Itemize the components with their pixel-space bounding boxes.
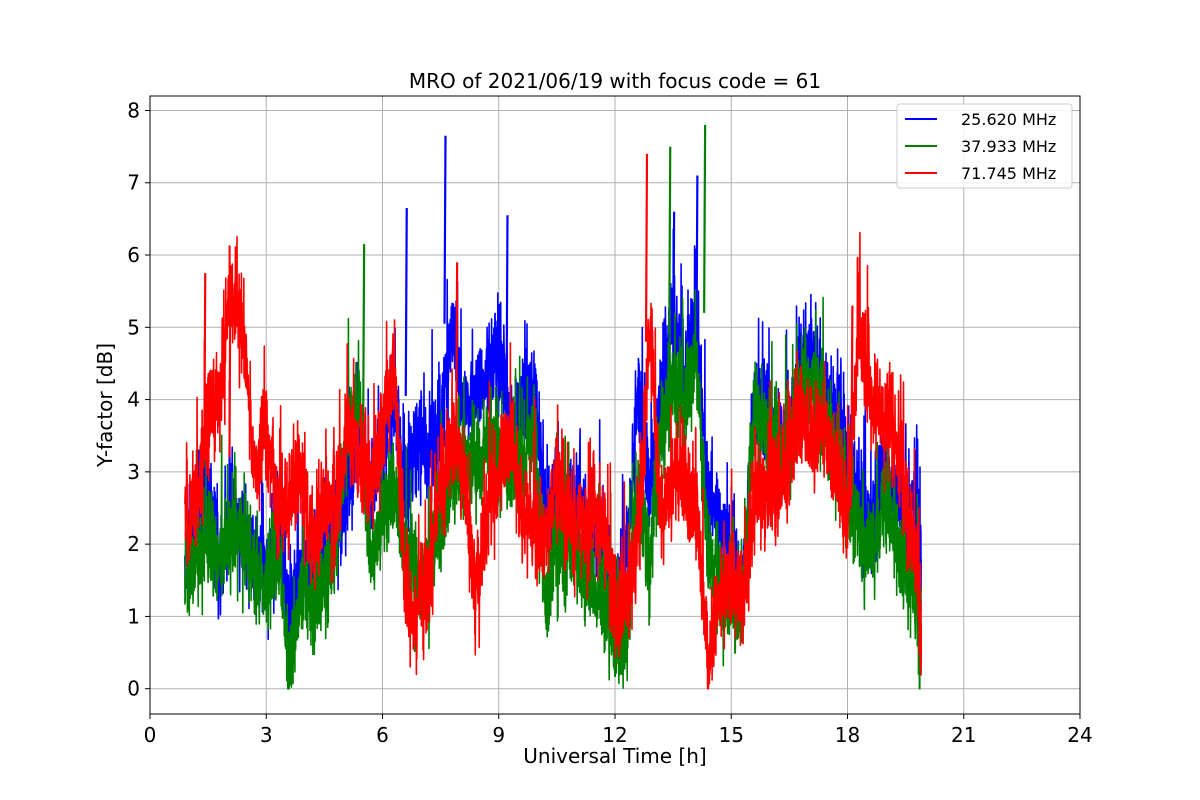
series-peak bbox=[644, 153, 649, 342]
x-tick-label: 24 bbox=[1067, 723, 1092, 747]
series-peak bbox=[203, 273, 207, 462]
series-group bbox=[184, 124, 922, 690]
y-tick-label: 8 bbox=[127, 98, 140, 122]
x-ticks: 0 3 6 9 12 15 18 21 24 bbox=[144, 714, 1093, 747]
series-peak bbox=[362, 244, 366, 433]
series-peak bbox=[850, 305, 854, 494]
series-peak bbox=[695, 175, 699, 364]
series-peak bbox=[228, 269, 232, 458]
legend-label: 37.933 MHz bbox=[961, 137, 1056, 156]
y-tick-label: 2 bbox=[127, 532, 140, 556]
legend-box bbox=[896, 103, 1073, 189]
y-tick-label: 5 bbox=[127, 315, 140, 339]
series-peak bbox=[404, 208, 408, 396]
x-tick-label: 18 bbox=[835, 723, 860, 747]
x-tick-label: 15 bbox=[719, 723, 744, 747]
y-axis-label: Y-factor [dB] bbox=[93, 343, 117, 468]
y-tick-label: 1 bbox=[127, 604, 140, 628]
series-line bbox=[184, 231, 922, 690]
x-tick-label: 21 bbox=[951, 723, 976, 747]
x-tick-label: 6 bbox=[376, 723, 389, 747]
series-peak bbox=[455, 262, 459, 451]
legend-label: 71.745 MHz bbox=[961, 164, 1056, 183]
y-tick-label: 3 bbox=[127, 460, 140, 484]
y-ticks: 0 1 2 3 4 5 6 7 8 bbox=[127, 98, 150, 701]
series-peak bbox=[443, 135, 447, 324]
series-peak bbox=[668, 146, 672, 335]
x-tick-label: 3 bbox=[260, 723, 273, 747]
series-peak bbox=[703, 124, 707, 313]
y-tick-label: 7 bbox=[127, 171, 140, 195]
x-tick-label: 9 bbox=[492, 723, 505, 747]
x-tick-label: 12 bbox=[602, 723, 627, 747]
y-tick-label: 4 bbox=[127, 388, 140, 412]
series-peak bbox=[505, 215, 509, 404]
chart-title: MRO of 2021/06/19 with focus code = 61 bbox=[409, 69, 821, 93]
plot-area bbox=[184, 124, 922, 690]
x-tick-label: 0 bbox=[144, 723, 157, 747]
y-tick-label: 0 bbox=[127, 677, 140, 701]
legend: 25.620 MHz 37.933 MHz 71.745 MHz bbox=[896, 103, 1073, 189]
x-axis-label: Universal Time [h] bbox=[523, 744, 706, 768]
y-tick-label: 6 bbox=[127, 243, 140, 267]
legend-label: 25.620 MHz bbox=[961, 110, 1056, 129]
